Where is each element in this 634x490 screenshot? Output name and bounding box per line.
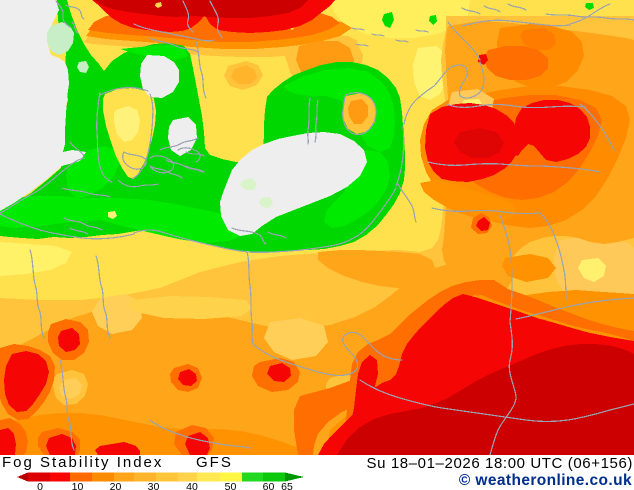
svg-text:50: 50 — [225, 481, 237, 490]
svg-text:60: 60 — [263, 481, 275, 490]
svg-text:Su 18–01–2026 18:00 UTC (06+15: Su 18–01–2026 18:00 UTC (06+156) — [367, 455, 633, 472]
svg-text:40: 40 — [186, 481, 198, 490]
svg-text:© weatheronline.co.uk: © weatheronline.co.uk — [459, 472, 632, 489]
svg-text:10: 10 — [72, 481, 84, 490]
svg-text:65: 65 — [281, 481, 293, 490]
svg-text:GFS: GFS — [196, 454, 233, 471]
svg-text:Fog Stability Index: Fog Stability Index — [2, 454, 163, 471]
svg-text:0: 0 — [37, 481, 43, 490]
svg-text:20: 20 — [110, 481, 122, 490]
svg-text:30: 30 — [148, 481, 160, 490]
